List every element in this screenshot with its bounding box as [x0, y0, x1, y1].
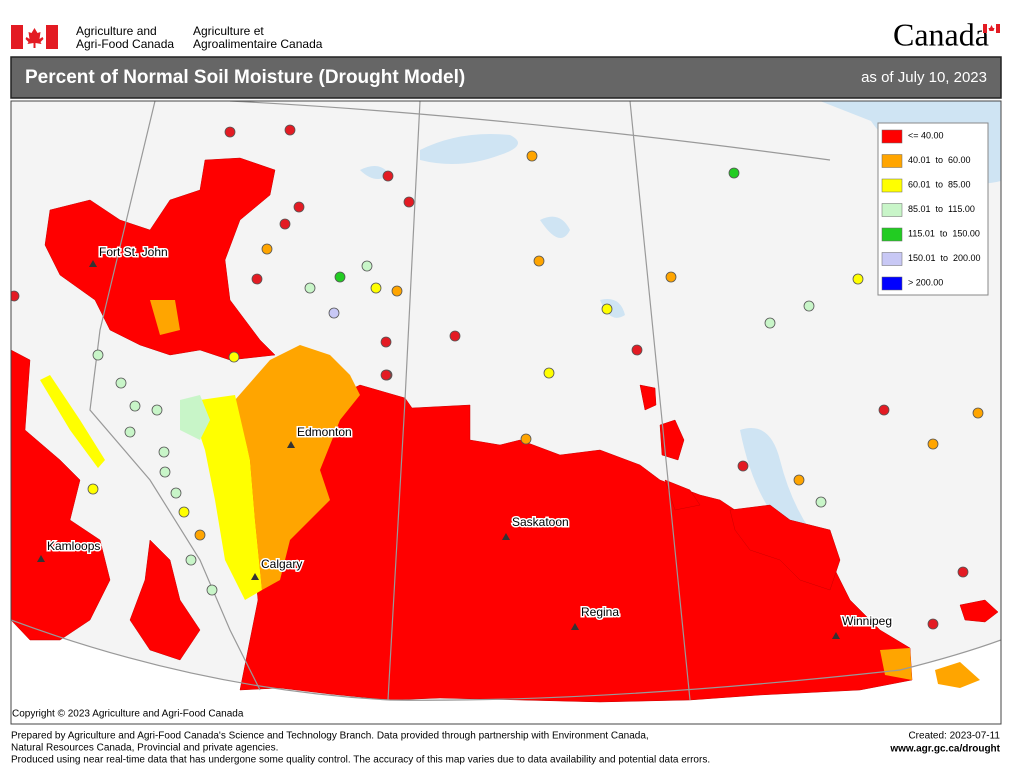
created: Created: 2023-07-11 — [908, 731, 1000, 742]
title: Percent of Normal Soil Moisture (Drought… — [25, 67, 465, 88]
legend-swatch — [881, 227, 903, 242]
borders — [11, 101, 1001, 701]
legend-swatch — [881, 252, 903, 266]
flag — [11, 25, 58, 49]
legend-label: 150.01 to 200.00 — [908, 253, 981, 263]
legend-swatch — [881, 129, 903, 144]
moderate-area — [235, 345, 360, 590]
dry-moderate-area — [40, 375, 105, 468]
map-frame — [10, 100, 1002, 725]
dept-fr-1: Agriculture et — [193, 24, 264, 38]
url: www.agr.gc.ca/drought — [889, 744, 1000, 755]
city-label: Edmonton — [297, 425, 352, 439]
city-label: Winnipeg — [842, 614, 892, 628]
city-label: Calgary — [261, 557, 302, 571]
normal-area — [180, 395, 210, 440]
moderate-area — [150, 300, 180, 335]
legend-label: 85.01 to 115.00 — [908, 204, 975, 214]
legend-swatch — [881, 203, 903, 217]
dept-fr-2: Agroalimentaire Canada — [193, 37, 323, 51]
stations — [11, 124, 984, 630]
moderate-area — [880, 648, 912, 680]
legend-label: 40.01 to 60.00 — [908, 155, 971, 165]
dry-moderate-area — [195, 395, 262, 600]
footer-note: Natural Resources Canada, Provincial and… — [11, 743, 278, 754]
legend-label: 60.01 to 85.00 — [908, 179, 971, 189]
legend-swatch — [881, 154, 903, 168]
dept-en-1: Agriculture and — [76, 24, 157, 38]
wordmark-flag-mark — [983, 24, 1000, 33]
map: Fort St. John Edmonton Kamloops Calgary … — [11, 101, 1001, 724]
legend-label: 115.01 to 150.00 — [908, 228, 980, 238]
legend-label: <= 40.00 — [908, 130, 944, 140]
legend-swatch — [881, 276, 903, 291]
date: as of July 10, 2023 — [861, 69, 987, 86]
legend-swatch — [881, 178, 903, 193]
city-label: Saskatoon — [512, 515, 569, 529]
footer-note: Produced using near real-time data that … — [11, 755, 710, 766]
city-label: Kamloops — [47, 539, 100, 553]
city-label: Regina — [581, 605, 619, 619]
copyright: Copyright © 2023 Agriculture and Agri-Fo… — [12, 709, 244, 720]
legend-label: > 200.00 — [908, 277, 943, 287]
title-bar — [10, 56, 1002, 99]
city-label: Fort St. John — [99, 245, 168, 259]
wordmark: Canada — [893, 16, 989, 52]
city-markers — [37, 260, 840, 639]
moderate-area — [935, 662, 980, 688]
dry-areas — [11, 157, 999, 703]
dept-en-2: Agri-Food Canada — [76, 37, 174, 51]
legend: <= 40.00 40.01 to 60.00 60.01 to 85.00 85.0… — [877, 122, 989, 296]
footer-note: Prepared by Agriculture and Agri-Food Ca… — [11, 731, 649, 742]
